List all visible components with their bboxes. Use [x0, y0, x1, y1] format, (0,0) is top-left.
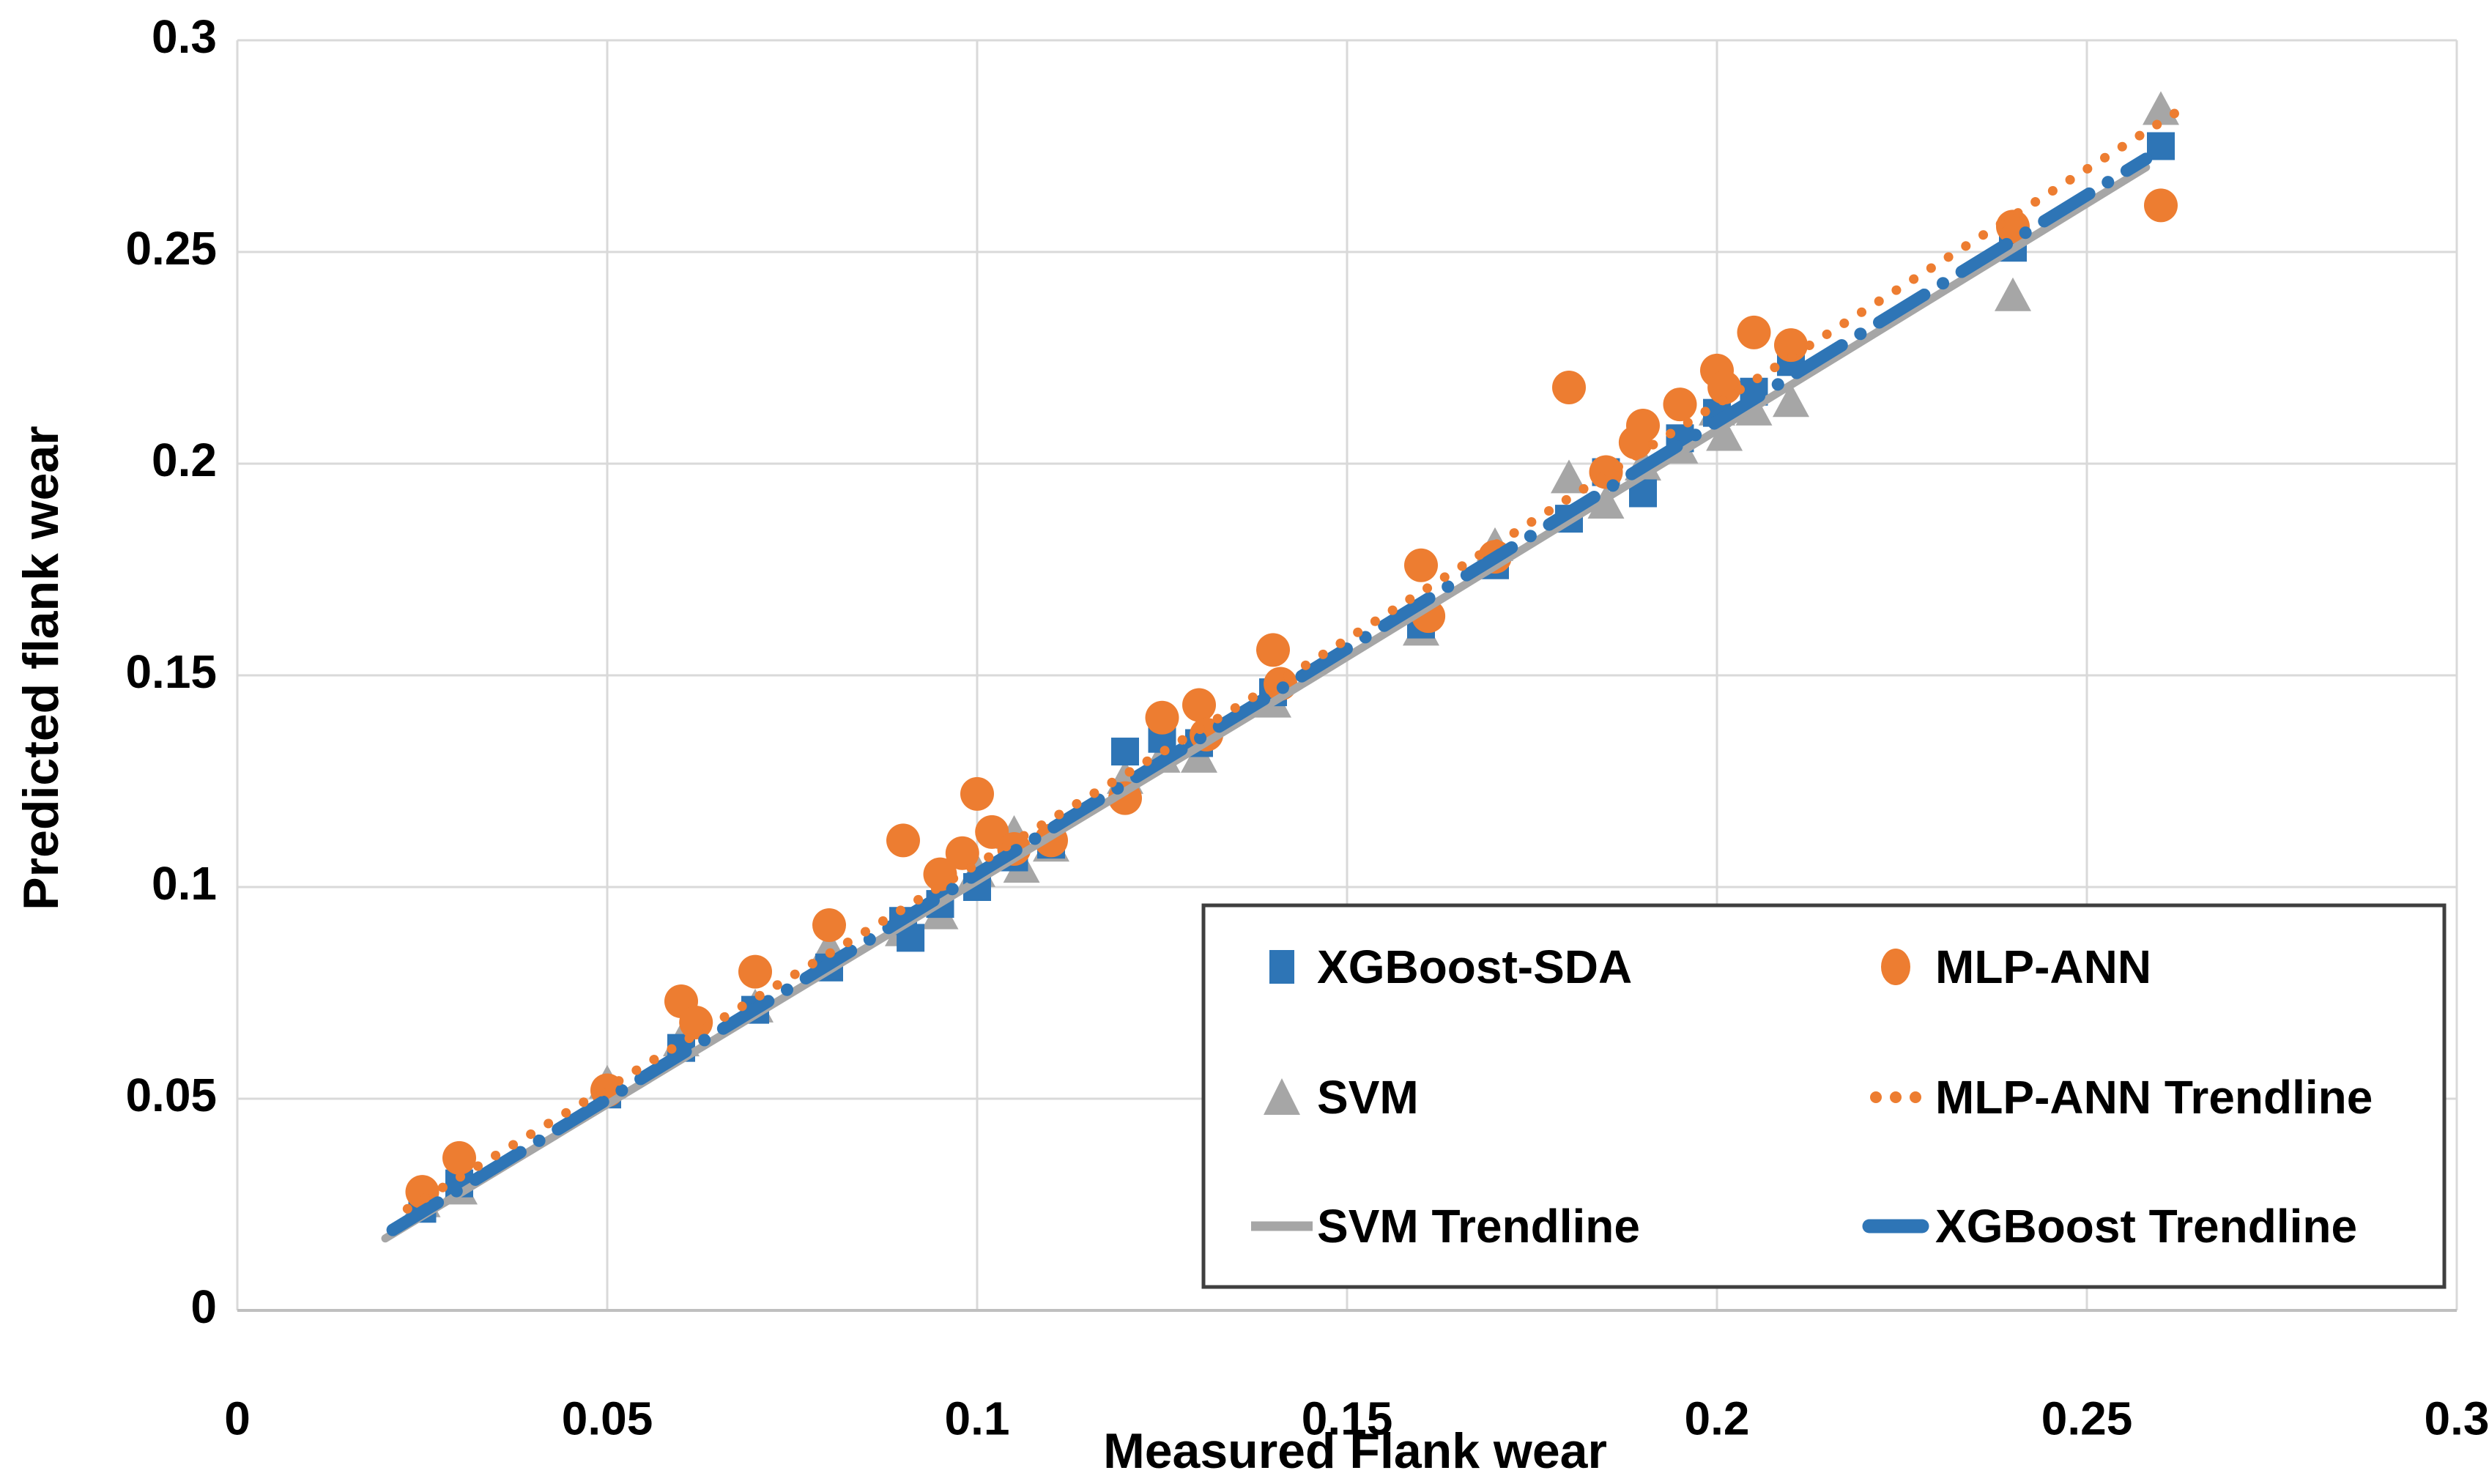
legend-item-xgboost-trendline: XGBoost Trendline — [1862, 1200, 2357, 1253]
mlp-ann-point — [1707, 370, 1742, 404]
xgboost-sda-point — [2147, 132, 2175, 160]
legend-item-svm: SVM — [1264, 1071, 1419, 1124]
mlp-ann-point — [1404, 548, 1438, 582]
mlp-ann-point — [1626, 408, 1660, 442]
mlp-ann-point — [1182, 688, 1216, 722]
mlp-ann-point — [923, 857, 957, 891]
legend-item-label: XGBoost-SDA — [1317, 941, 1632, 993]
legend-marker-square-icon — [1269, 950, 1294, 984]
x-axis-tick-label: 0.25 — [2041, 1392, 2133, 1444]
svm-point — [2143, 91, 2179, 125]
mlp-ann-point — [812, 908, 846, 943]
legend-item-label: SVM — [1317, 1071, 1419, 1124]
mlp-ann-point — [1145, 700, 1179, 735]
svm-point — [1551, 459, 1587, 494]
svm-point — [1773, 383, 1809, 418]
legend-item-label: MLP-ANN — [1935, 941, 2151, 993]
x-axis-tick-label: 0 — [224, 1392, 251, 1444]
x-axis-tick-label: 0.05 — [562, 1392, 653, 1444]
mlp-ann-point — [1774, 328, 1808, 363]
svm-point — [1706, 417, 1743, 451]
legend-marker-circle-icon — [1881, 949, 1910, 985]
x-axis-tick-label: 0.3 — [2425, 1392, 2489, 1444]
legend-box — [1201, 903, 2447, 1289]
x-axis-tick-label: 0.1 — [945, 1392, 1010, 1444]
legend-item-xgboost-sda: XGBoost-SDA — [1269, 941, 1632, 993]
mlp-ann-point — [886, 823, 920, 858]
legend-marker-dotted-line-icon — [1890, 1091, 1902, 1103]
mlp-ann-point — [679, 1005, 713, 1039]
legend-marker-dotted-line-icon — [1910, 1091, 1921, 1103]
y-axis-tick-label: 0.25 — [125, 222, 217, 275]
xgboost-sda-point — [1111, 738, 1139, 766]
y-axis-tick-label: 0.1 — [152, 857, 217, 910]
mlp-ann-point — [1663, 387, 1697, 422]
svm-trendline — [381, 163, 2151, 1243]
y-axis-tick-label: 0.05 — [125, 1069, 217, 1121]
x-axis-title: Measured Flank wear — [1103, 1423, 1607, 1479]
x-axis-tick-label: 0.2 — [1685, 1392, 1750, 1444]
legend-item-svm-trendline: SVM Trendline — [1251, 1200, 1640, 1253]
legend-item-label: SVM Trendline — [1317, 1200, 1640, 1253]
legend-marker-triangle-icon — [1264, 1078, 1300, 1115]
xgboost-trendline — [386, 152, 2153, 1236]
legend-item-mlp-ann-trendline: MLP-ANN Trendline — [1870, 1071, 2373, 1124]
y-axis-tick-label: 0.3 — [152, 10, 217, 63]
mlp-ann-point — [1737, 315, 1771, 349]
y-axis-title: Predicted flank wear — [13, 426, 69, 910]
x-axis-tick-label: 0.15 — [1302, 1392, 1393, 1444]
mlp-ann-trendline — [402, 103, 2188, 1214]
mlp-ann-point — [1552, 370, 1586, 404]
y-axis-tick-label: 0.2 — [152, 434, 217, 486]
mlp-ann-point — [2144, 188, 2178, 223]
mlp-ann-point — [738, 954, 772, 989]
mlp-ann-point — [960, 776, 994, 811]
mlp-ann-point — [1256, 633, 1290, 667]
legend-item-label: XGBoost Trendline — [1935, 1200, 2357, 1253]
y-axis-tick-label: 0.15 — [125, 645, 217, 698]
y-axis-tick-label: 0 — [190, 1280, 217, 1333]
mlp-ann-point — [442, 1140, 476, 1175]
svm-point — [1995, 277, 2031, 311]
legend-item-mlp-ann: MLP-ANN — [1881, 941, 2151, 993]
mlp-ann-point — [945, 836, 979, 870]
legend-marker-dotted-line-icon — [1870, 1091, 1882, 1103]
legend-item-label: MLP-ANN Trendline — [1935, 1071, 2373, 1124]
